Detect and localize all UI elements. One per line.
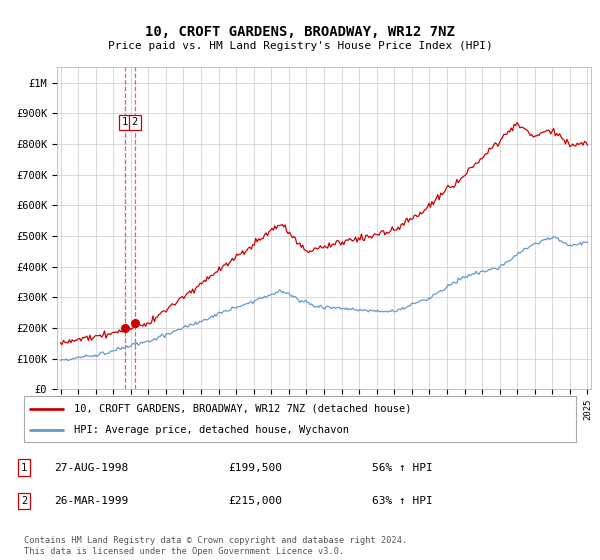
Text: 63% ↑ HPI: 63% ↑ HPI (372, 496, 433, 506)
Text: £215,000: £215,000 (228, 496, 282, 506)
Text: 10, CROFT GARDENS, BROADWAY, WR12 7NZ: 10, CROFT GARDENS, BROADWAY, WR12 7NZ (145, 25, 455, 39)
Text: 56% ↑ HPI: 56% ↑ HPI (372, 463, 433, 473)
Text: 1: 1 (122, 118, 128, 128)
Text: £199,500: £199,500 (228, 463, 282, 473)
Text: 2: 2 (21, 496, 27, 506)
Text: 2: 2 (131, 118, 138, 128)
Text: 10, CROFT GARDENS, BROADWAY, WR12 7NZ (detached house): 10, CROFT GARDENS, BROADWAY, WR12 7NZ (d… (74, 404, 411, 414)
Text: 27-AUG-1998: 27-AUG-1998 (54, 463, 128, 473)
Text: Contains HM Land Registry data © Crown copyright and database right 2024.
This d: Contains HM Land Registry data © Crown c… (24, 536, 407, 556)
Text: HPI: Average price, detached house, Wychavon: HPI: Average price, detached house, Wych… (74, 425, 349, 435)
Text: Price paid vs. HM Land Registry's House Price Index (HPI): Price paid vs. HM Land Registry's House … (107, 41, 493, 52)
Text: 26-MAR-1999: 26-MAR-1999 (54, 496, 128, 506)
Text: 1: 1 (21, 463, 27, 473)
